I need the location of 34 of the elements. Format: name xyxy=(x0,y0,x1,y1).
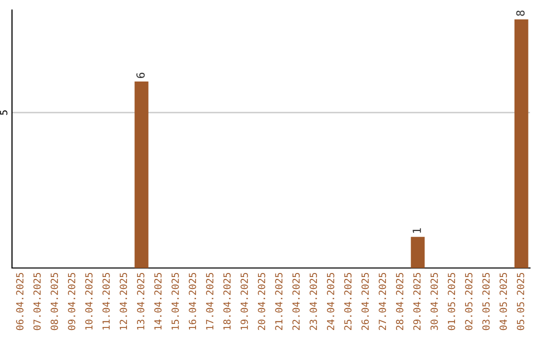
x-tick-label: 26.04.2025 xyxy=(361,272,369,330)
x-tick-label: 20.04.2025 xyxy=(258,272,266,330)
x-tick-label: 04.05.2025 xyxy=(500,272,507,330)
x-tick-label: 08.04.2025 xyxy=(50,272,58,330)
x-tick-label: 17.04.2025 xyxy=(206,272,214,330)
x-tick-label: 30.04.2025 xyxy=(430,272,438,330)
x-tick-label: 13.04.2025 xyxy=(136,272,144,330)
x-tick-label: 23.04.2025 xyxy=(310,272,318,330)
x-tick-label: 29.04.2025 xyxy=(413,272,421,330)
x-tick-label: 22.04.2025 xyxy=(292,272,300,330)
x-tick-label: 05.05.2025 xyxy=(516,272,524,330)
x-tick-label: 18.04.2025 xyxy=(223,272,231,330)
x-tick-label: 12.04.2025 xyxy=(120,272,128,330)
x-tick-label: 21.04.2025 xyxy=(275,272,282,330)
x-tick-label: 25.04.2025 xyxy=(344,272,352,330)
data-label: 1 xyxy=(412,228,421,233)
x-tick-label: 16.04.2025 xyxy=(188,272,196,330)
x-tick-label: 06.04.2025 xyxy=(16,272,24,330)
x-tick-label: 28.04.2025 xyxy=(396,272,404,330)
x-tick-label: 14.04.2025 xyxy=(154,272,162,330)
x-tick-label: 11.04.2025 xyxy=(102,272,110,330)
x-tick-label: 15.04.2025 xyxy=(172,272,179,330)
x-tick-label: 02.05.2025 xyxy=(465,272,472,330)
data-label: 8 xyxy=(516,10,525,16)
x-tick-label: 19.04.2025 xyxy=(240,272,248,330)
x-tick-label: 09.04.2025 xyxy=(68,272,76,330)
data-label: 6 xyxy=(136,72,145,78)
x-tick-label: 10.04.2025 xyxy=(85,272,93,330)
x-tick-label: 07.04.2025 xyxy=(33,272,41,330)
x-tick-label: 27.04.2025 xyxy=(378,272,386,330)
x-tick-label: 24.04.2025 xyxy=(326,272,334,330)
x-tick-label: 01.05.2025 xyxy=(448,272,456,330)
y-tick-label: 5 xyxy=(0,110,8,115)
x-tick-label: 03.05.2025 xyxy=(482,272,490,330)
